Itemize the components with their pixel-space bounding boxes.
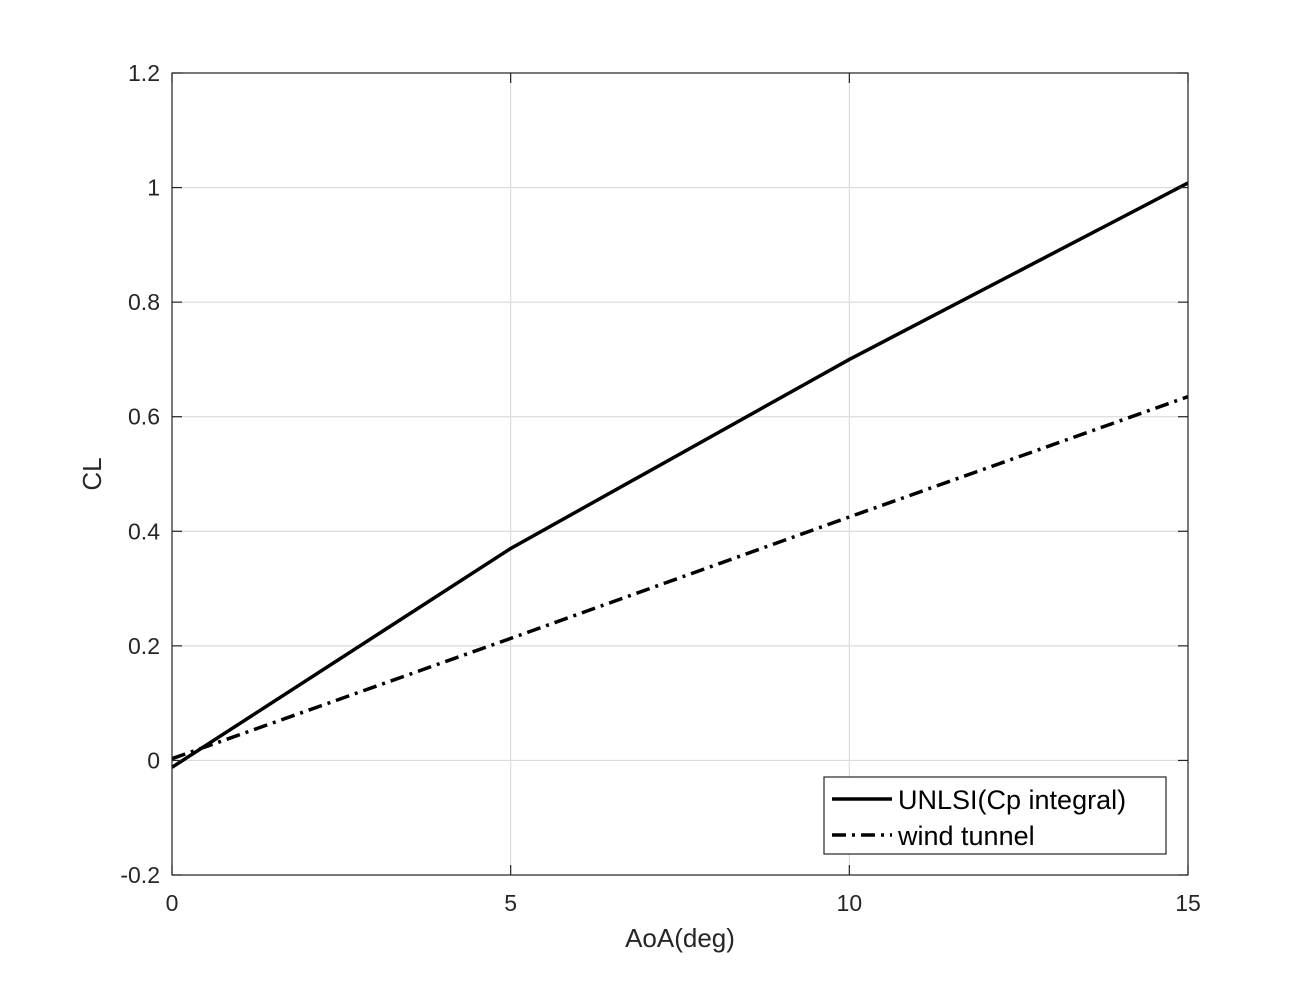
grid-lines <box>171 72 1189 876</box>
x-tick-label-0: 0 <box>166 890 179 916</box>
legend-entry-wind-tunnel: wind tunnel <box>897 821 1035 851</box>
y-tick-label-7: 1.2 <box>128 60 160 86</box>
y-tick-labels: -0.2 0 0.2 0.4 0.6 0.8 1 1.2 <box>120 60 160 888</box>
axis-ticks <box>171 72 1189 876</box>
series-layer <box>171 181 1189 769</box>
y-tick-label-0: -0.2 <box>120 862 160 888</box>
y-tick-label-4: 0.6 <box>128 404 160 430</box>
y-tick-label-5: 0.8 <box>128 289 160 315</box>
x-tick-label-2: 10 <box>837 890 863 916</box>
y-tick-label-2: 0.2 <box>128 633 160 659</box>
y-tick-label-6: 1 <box>147 175 160 201</box>
series-line-0 <box>171 181 1189 769</box>
axes-box <box>171 72 1189 876</box>
x-tick-labels: 0 5 10 15 <box>166 890 1201 916</box>
legend-box <box>823 776 1167 855</box>
y-tick-label-3: 0.4 <box>128 518 160 544</box>
y-axis-label: CL <box>77 457 107 490</box>
series-line-1 <box>171 395 1189 761</box>
y-tick-label-1: 0 <box>147 747 160 773</box>
x-tick-label-3: 15 <box>1175 890 1201 916</box>
x-tick-label-1: 5 <box>504 890 517 916</box>
x-axis-label: AoA(deg) <box>625 923 735 953</box>
legend-entry-unlsi: UNLSI(Cp integral) <box>898 785 1126 815</box>
legend: UNLSI(Cp integral) wind tunnel <box>823 776 1167 855</box>
